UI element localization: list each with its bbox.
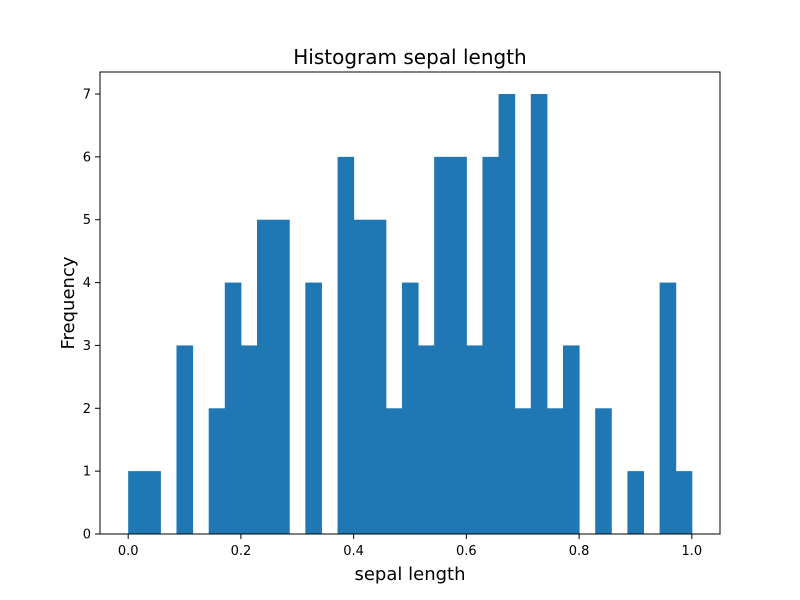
- histogram-bar: [675, 471, 693, 534]
- histogram-bar: [369, 219, 387, 534]
- histogram-bar: [240, 345, 258, 534]
- histogram-bar: [273, 219, 290, 534]
- histogram-bar: [418, 345, 435, 534]
- histogram-bar: [305, 282, 322, 534]
- x-tick-label: 0.2: [231, 544, 252, 559]
- x-axis-label: sepal length: [354, 564, 465, 585]
- histogram-bar: [385, 408, 403, 534]
- x-tick-label: 0.4: [343, 544, 364, 559]
- histogram-bar: [659, 282, 677, 534]
- histogram-bar: [627, 471, 645, 534]
- x-tick-label: 0.8: [569, 544, 590, 559]
- histogram-bar: [498, 94, 516, 534]
- histogram-bar: [353, 219, 371, 534]
- y-tick-label: 6: [83, 150, 91, 165]
- y-tick-label: 5: [83, 213, 91, 228]
- histogram-bar: [224, 282, 242, 534]
- histogram-bar: [546, 408, 564, 534]
- histogram-bar: [562, 345, 580, 534]
- histogram-bar: [337, 156, 355, 534]
- histogram-bar: [595, 408, 612, 534]
- y-tick-label: 4: [83, 276, 91, 291]
- axes-frame: [99, 71, 721, 535]
- x-tick-label: 1.0: [681, 544, 702, 559]
- histogram-bar: [466, 345, 483, 534]
- histogram-bar: [530, 94, 548, 534]
- y-tick-label: 2: [83, 402, 91, 417]
- x-tick-label: 0.0: [118, 544, 139, 559]
- x-axis-ticks: 0.0 0.2 0.4 0.6 0.8 1.0: [118, 534, 702, 559]
- bars-group: [128, 94, 693, 534]
- histogram-bar: [208, 408, 226, 534]
- histogram-bar: [128, 471, 145, 534]
- histogram-bar: [401, 282, 419, 534]
- histogram-bar: [144, 471, 161, 534]
- histogram-bar: [176, 345, 194, 534]
- y-tick-label: 3: [83, 339, 91, 354]
- y-tick-label: 0: [83, 528, 91, 543]
- y-tick-label: 1: [83, 465, 91, 480]
- y-axis-ticks: 0 1 2 3 4 5 6 7: [83, 88, 100, 543]
- histogram-bar: [257, 219, 274, 534]
- histogram-bar: [482, 156, 500, 534]
- y-axis-label: Frequency: [58, 256, 79, 349]
- histogram-bar: [450, 156, 467, 534]
- y-tick-label: 7: [83, 88, 91, 103]
- histogram-bar: [434, 156, 451, 534]
- histogram-bar: [514, 408, 532, 534]
- x-tick-label: 0.6: [456, 544, 477, 559]
- chart-title: Histogram sepal length: [293, 45, 526, 69]
